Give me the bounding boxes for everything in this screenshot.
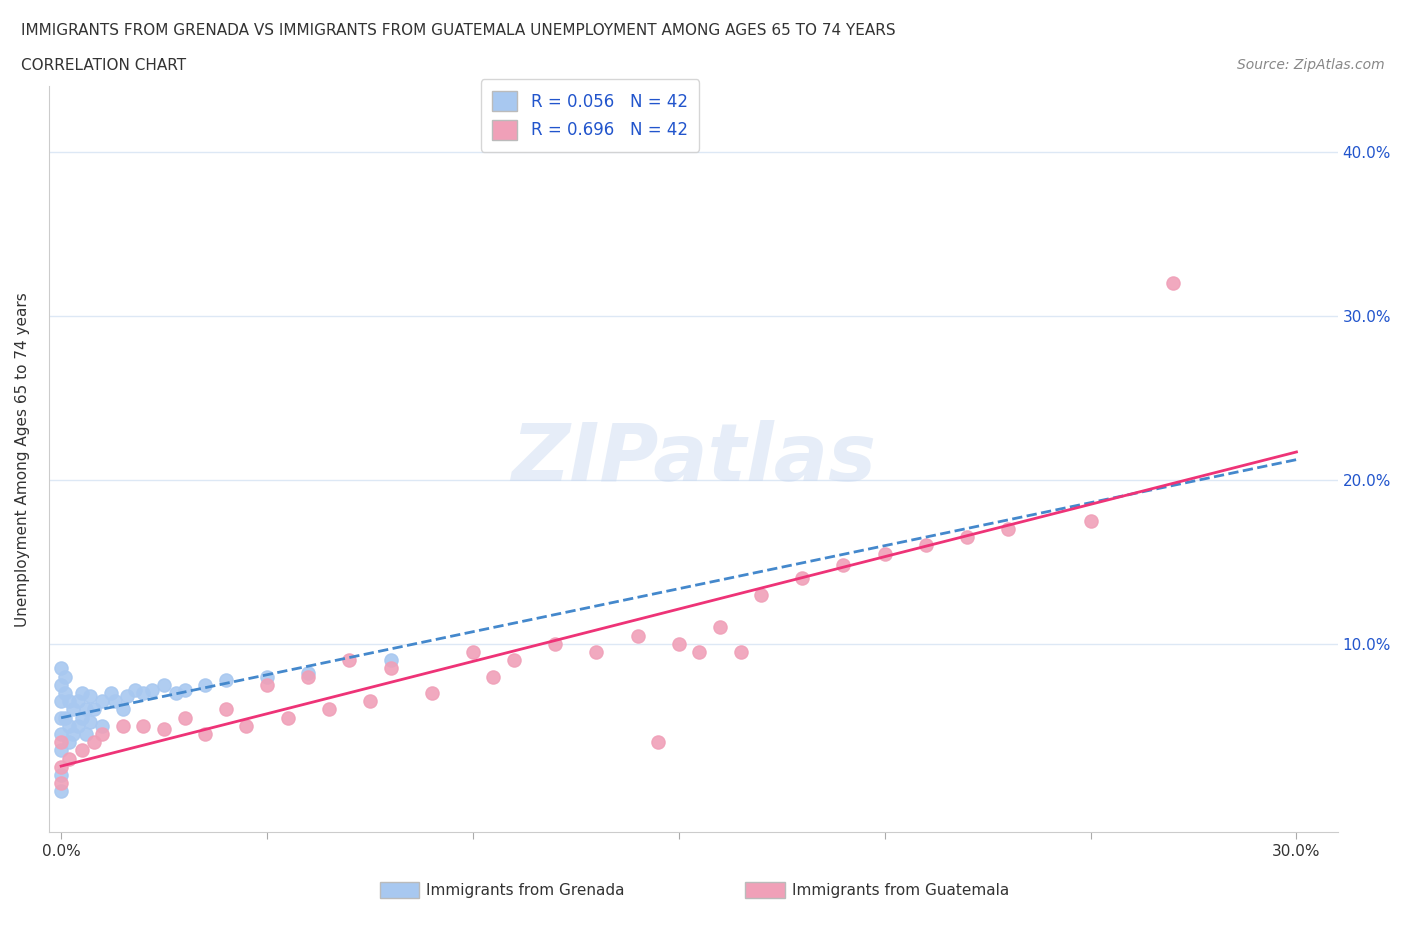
Point [79, 689, 101, 704]
Point [1080, 513, 1102, 528]
Text: ZIPatlas: ZIPatlas [510, 420, 876, 498]
Point [482, 669, 505, 684]
Point [49, 661, 72, 676]
Point [53, 685, 76, 700]
Point [873, 546, 896, 561]
Point [709, 620, 731, 635]
Point [49, 694, 72, 709]
Point [49, 711, 72, 725]
Point [49, 743, 72, 758]
Point [53, 711, 76, 725]
Point [58, 735, 80, 750]
Point [58, 694, 80, 709]
Point [49, 776, 72, 790]
Point [153, 677, 176, 692]
Point [70, 711, 93, 725]
Point [115, 689, 138, 704]
Point [461, 644, 484, 659]
Point [318, 702, 340, 717]
Point [111, 718, 134, 733]
Point [132, 718, 155, 733]
Point [58, 718, 80, 733]
Point [380, 661, 402, 676]
Point [66, 694, 89, 709]
Text: Immigrants from Guatemala: Immigrants from Guatemala [792, 883, 1010, 897]
Point [647, 735, 669, 750]
Point [832, 558, 855, 573]
Point [297, 669, 319, 684]
Point [585, 644, 607, 659]
Point [91, 718, 114, 733]
Point [58, 751, 80, 766]
Point [173, 683, 195, 698]
Point [66, 718, 89, 733]
Point [49, 735, 72, 750]
Point [62, 702, 84, 717]
Point [337, 653, 360, 668]
Point [256, 677, 278, 692]
Point [544, 636, 567, 651]
Text: CORRELATION CHART: CORRELATION CHART [21, 58, 186, 73]
Point [70, 685, 93, 700]
Point [165, 685, 187, 700]
Point [91, 726, 114, 741]
Point [104, 694, 127, 709]
Point [1161, 275, 1184, 290]
Point [141, 683, 163, 698]
Point [83, 702, 105, 717]
Point [100, 685, 122, 700]
Point [997, 522, 1019, 537]
Point [956, 530, 979, 545]
Point [53, 669, 76, 684]
Point [194, 677, 217, 692]
Text: Immigrants from Grenada: Immigrants from Grenada [426, 883, 624, 897]
Point [668, 636, 690, 651]
Point [730, 644, 752, 659]
Point [62, 726, 84, 741]
Point [49, 767, 72, 782]
Point [79, 715, 101, 730]
Point [75, 702, 97, 717]
Point [297, 666, 319, 681]
Point [83, 735, 105, 750]
Text: IMMIGRANTS FROM GRENADA VS IMMIGRANTS FROM GUATEMALA UNEMPLOYMENT AMONG AGES 65 : IMMIGRANTS FROM GRENADA VS IMMIGRANTS FR… [21, 23, 896, 38]
Point [111, 702, 134, 717]
Point [49, 760, 72, 775]
Legend: R = 0.056   N = 42, R = 0.696   N = 42: R = 0.056 N = 42, R = 0.696 N = 42 [481, 79, 699, 152]
Point [49, 677, 72, 692]
Point [132, 685, 155, 700]
Point [420, 685, 443, 700]
Text: Source: ZipAtlas.com: Source: ZipAtlas.com [1237, 58, 1385, 72]
Point [626, 628, 648, 643]
Point [380, 653, 402, 668]
Point [235, 718, 257, 733]
Point [359, 694, 381, 709]
Y-axis label: Unemployment Among Ages 65 to 74 years: Unemployment Among Ages 65 to 74 years [15, 292, 30, 627]
Point [124, 683, 146, 698]
Point [75, 726, 97, 741]
Point [194, 726, 217, 741]
Point [792, 571, 814, 586]
Point [91, 694, 114, 709]
Point [215, 672, 238, 687]
Point [256, 669, 278, 684]
Point [503, 653, 526, 668]
Point [215, 702, 238, 717]
Point [277, 711, 299, 725]
Point [915, 538, 938, 552]
Point [173, 711, 195, 725]
Point [749, 587, 772, 602]
Point [70, 743, 93, 758]
Point [153, 722, 176, 737]
Point [49, 784, 72, 799]
Point [49, 726, 72, 741]
Point [688, 644, 710, 659]
